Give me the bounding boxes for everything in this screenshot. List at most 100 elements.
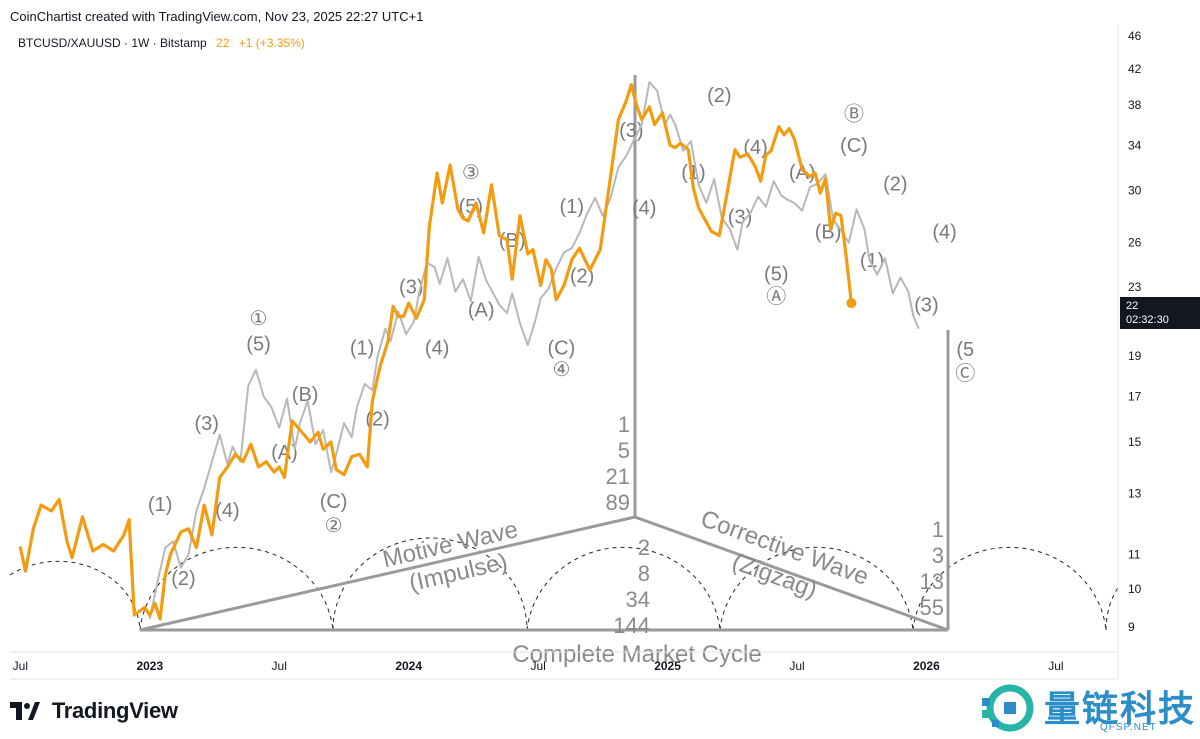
price-tag: 22 02:32:30 — [1120, 297, 1200, 329]
y-tick-label: 23 — [1128, 280, 1142, 294]
overlay-wave-line — [148, 80, 920, 620]
wave-label: (C) — [548, 337, 576, 359]
y-tick-label: 42 — [1128, 62, 1142, 76]
y-tick-label: 13 — [1128, 487, 1142, 501]
y-tick-label: 9 — [1128, 620, 1135, 634]
y-tick-label: 46 — [1128, 29, 1142, 43]
wave-label: (4) — [425, 337, 449, 359]
wave-label: (3) — [399, 276, 423, 298]
wave-label: (1) — [148, 494, 172, 516]
fib-number: 8 — [638, 561, 650, 586]
price-line — [18, 82, 854, 621]
fib-number: 5 — [618, 438, 630, 463]
fib-number: 3 — [932, 543, 944, 568]
fib-number: 13 — [920, 569, 944, 594]
wave-label: (B) — [815, 221, 842, 243]
wave-label: (4) — [932, 221, 956, 243]
last-price-dot — [846, 298, 857, 309]
cycle-arc — [9, 560, 141, 631]
wave-label: (1) — [350, 337, 374, 359]
price-change: +1 (+3.35%) — [238, 36, 305, 50]
wave-label: (4) — [743, 137, 767, 159]
symbol-legend[interactable]: BTCUSD/XAUUSD · 1W · Bitstamp 22 +1 (+3.… — [18, 36, 305, 50]
qfsp-watermark: 量链科技 QFSP.NET — [980, 680, 1200, 736]
wave-label: Ⓒ — [955, 362, 975, 385]
y-tick-label: 15 — [1128, 435, 1142, 449]
diagram-motive-line — [139, 515, 636, 632]
wave-label: (5) — [764, 264, 788, 286]
wave-labels: ①(5)(B)(3)(A)(1) (4) (C)②(2)(2)(3)(1) (4)③(… — [148, 85, 975, 590]
wave-label: ③ — [462, 162, 480, 184]
wave-label: ④ — [552, 359, 570, 381]
y-tick-label: 17 — [1128, 390, 1142, 404]
cycle-arc — [139, 546, 334, 631]
y-tick-label: 34 — [1128, 138, 1142, 152]
fib-number: 21 — [606, 464, 630, 489]
x-tick-label: 2026 — [913, 659, 940, 673]
wave-label: (3) — [195, 413, 219, 435]
wave-label: (2) — [707, 85, 731, 107]
wave-label: (5 — [956, 339, 974, 361]
wave-label: (A) — [789, 162, 816, 184]
cycle-arc — [912, 546, 1107, 631]
wave-label: (3) — [728, 207, 752, 229]
wave-label: (A) — [271, 442, 298, 464]
y-tick-label: 26 — [1128, 236, 1142, 250]
cycle-arc — [526, 546, 721, 631]
y-tick-label: 10 — [1128, 582, 1142, 596]
x-tick-label: 2023 — [136, 659, 163, 673]
wave-label: (B) — [292, 384, 319, 406]
price-tag-value: 22 — [1126, 300, 1139, 312]
y-tick-label: 30 — [1128, 184, 1142, 198]
x-tick-label: Jul — [530, 659, 545, 673]
x-tick-label: Jul — [1048, 659, 1063, 673]
y-tick-label: 11 — [1128, 547, 1141, 561]
diagram-corrective-line — [634, 515, 949, 632]
wave-label: (4) — [215, 500, 239, 522]
wave-label: (3) — [914, 294, 938, 316]
wave-label: (A) — [468, 300, 495, 322]
fib-number: 1 — [932, 517, 944, 542]
wave-label: Ⓐ — [766, 285, 786, 308]
fib-number: 34 — [626, 587, 650, 612]
wave-label: (C) — [320, 491, 348, 513]
wave-label: (1) — [681, 162, 705, 184]
x-tick-label: Jul — [272, 659, 287, 673]
wave-label: (1) — [560, 196, 584, 218]
cycle-arc — [1105, 584, 1121, 631]
wave-label: ① — [250, 308, 268, 330]
wave-label: ② — [325, 515, 343, 537]
series — [18, 80, 920, 621]
watermark-chinese: 量链科技 — [1044, 689, 1197, 730]
fib-number: 144 — [613, 613, 650, 638]
symbol-label: BTCUSD/XAUUSD · 1W · Bitstamp — [18, 36, 207, 50]
wave-label: (4) — [632, 197, 656, 219]
x-tick-label: 2025 — [654, 659, 681, 673]
cycle-arc — [332, 537, 528, 631]
wave-label: (3) — [619, 120, 643, 142]
y-tick-label: 19 — [1128, 349, 1142, 363]
tradingview-logo[interactable]: TradingView — [10, 698, 178, 724]
last-value: 22 — [216, 36, 230, 50]
x-tick-label: Jul — [789, 659, 804, 673]
qfsp-logo-icon — [982, 684, 1034, 732]
watermark-english: QFSP.NET — [1100, 722, 1157, 733]
y-tick-label: 38 — [1128, 98, 1142, 112]
wave-label: (5) — [246, 334, 270, 356]
price-tag-countdown: 02:32:30 — [1126, 314, 1169, 326]
wave-label: (B) — [499, 230, 526, 252]
wave-label: Ⓑ — [844, 103, 864, 126]
wave-label: (2) — [171, 568, 195, 590]
wave-label: (C) — [840, 135, 868, 157]
wave-label: (2) — [570, 265, 594, 287]
fib-number: 55 — [920, 595, 944, 620]
fib-number: 1 — [618, 412, 630, 437]
wave-label: (2) — [883, 174, 907, 196]
x-tick-label: Jul — [13, 659, 28, 673]
tradingview-logo-icon — [10, 702, 40, 720]
x-tick-label: 2024 — [395, 659, 422, 673]
fib-number: 2 — [638, 535, 650, 560]
